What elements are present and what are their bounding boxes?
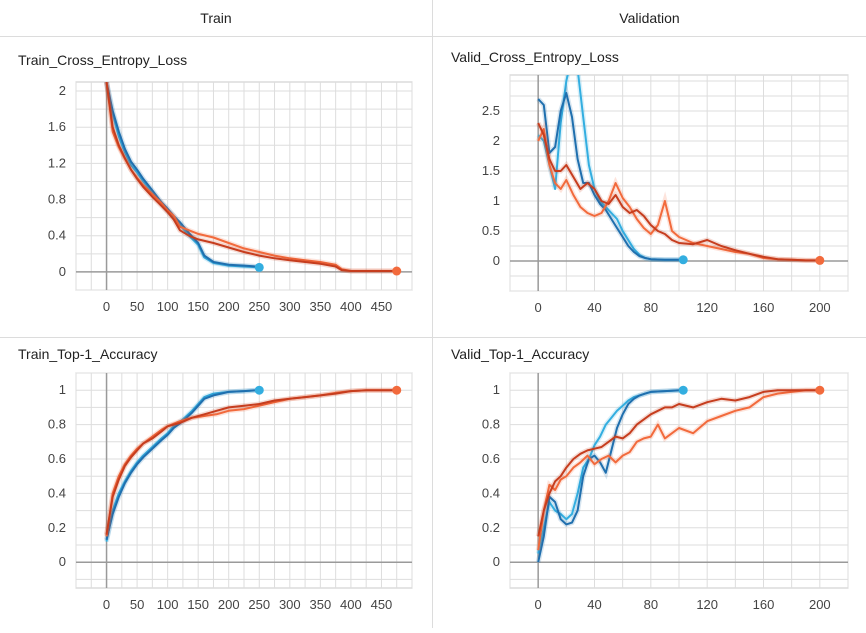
x-tick-label: 50 (130, 299, 144, 314)
y-tick-label: 1 (493, 193, 500, 208)
y-tick-label: 0.2 (482, 520, 500, 535)
valid-loss-chart[interactable]: 0 40 80 120 160 200 0 0.5 1 1.5 2 2.5 (433, 38, 866, 337)
y-tick-label: 0.5 (482, 223, 500, 238)
x-tick-label: 150 (187, 299, 209, 314)
y-tick-label: 1.2 (48, 155, 66, 170)
series-end-marker (678, 385, 688, 395)
validation-column-header: Validation (433, 0, 866, 37)
x-tick-label: 40 (587, 597, 601, 612)
y-tick-label: 1 (493, 382, 500, 397)
row-divider (0, 337, 866, 338)
series-line (537, 389, 820, 551)
y-tick-label: 2 (59, 83, 66, 98)
series-end-marker (678, 255, 688, 265)
train-column-header: Train (0, 0, 432, 37)
x-tick-label: 100 (157, 597, 179, 612)
y-tick-label: 0 (59, 554, 66, 569)
y-tick-label: 0 (493, 253, 500, 268)
x-tick-label: 200 (218, 597, 240, 612)
train-loss-panel: Train_Cross_Entropy_Loss 0 50 100 150 200 250… (0, 38, 432, 337)
x-tick-label: 0 (103, 597, 110, 612)
series-end-marker (815, 385, 825, 395)
x-tick-label: 80 (644, 597, 658, 612)
column-divider (432, 0, 433, 628)
series-end-marker (392, 266, 402, 276)
series-line (105, 82, 257, 268)
valid-loss-panel: Valid_Cross_Entropy_Loss 0 40 80 120 160 200 0… (433, 38, 866, 337)
x-tick-label: 100 (157, 299, 179, 314)
series-line (537, 389, 817, 537)
y-tick-label: 0.6 (482, 451, 500, 466)
x-tick-label: 0 (535, 300, 542, 315)
x-tick-label: 160 (753, 300, 775, 315)
y-tick-label: 0 (493, 554, 500, 569)
series-end-marker (254, 262, 264, 272)
y-tick-label: 1.5 (482, 163, 500, 178)
y-tick-label: 0.6 (48, 451, 66, 466)
y-tick-label: 1 (59, 382, 66, 397)
y-tick-label: 0.8 (48, 192, 66, 207)
x-tick-label: 0 (535, 597, 542, 612)
x-tick-label: 300 (279, 299, 301, 314)
x-tick-label: 40 (587, 300, 601, 315)
series-line (105, 389, 394, 535)
y-tick-label: 0.4 (482, 485, 500, 500)
x-tick-label: 350 (310, 299, 332, 314)
y-tick-label: 0.8 (48, 417, 66, 432)
train-loss-chart[interactable]: 0 50 100 150 200 250 300 350 400 450 0 0.4 0.8 1.2 1.6… (0, 38, 432, 337)
y-tick-label: 0.4 (48, 485, 66, 500)
x-tick-label: 0 (103, 299, 110, 314)
series-line (105, 82, 394, 272)
x-tick-label: 200 (218, 299, 240, 314)
x-tick-label: 120 (696, 300, 718, 315)
x-tick-label: 120 (696, 597, 718, 612)
x-tick-label: 200 (809, 300, 831, 315)
series-line (537, 92, 679, 261)
chart-title: Valid_Cross_Entropy_Loss (451, 49, 619, 65)
x-tick-label: 80 (644, 300, 658, 315)
series-end-marker (254, 385, 264, 395)
x-tick-label: 450 (371, 597, 393, 612)
y-tick-label: 0.4 (48, 228, 66, 243)
x-tick-label: 300 (279, 597, 301, 612)
series-line (105, 389, 257, 541)
series-line (537, 389, 680, 563)
x-tick-label: 250 (248, 597, 270, 612)
x-tick-label: 350 (310, 597, 332, 612)
y-tick-label: 0.8 (482, 417, 500, 432)
chart-title: Train_Cross_Entropy_Loss (18, 52, 188, 68)
x-tick-label: 200 (809, 597, 831, 612)
valid-accuracy-chart[interactable]: 0 40 80 120 160 200 0 0.2 0.4 0.6 0.8 1 (433, 338, 866, 628)
valid-accuracy-panel: Valid_Top-1_Accuracy 0 40 80 120 160 200 0 0.2 0… (433, 338, 866, 628)
train-accuracy-chart[interactable]: 0 50 100 150 200 250 300 350 400 450 0 0.2 0.4 0.6 0.8… (0, 338, 432, 628)
x-tick-label: 450 (371, 299, 393, 314)
x-tick-label: 400 (340, 597, 362, 612)
y-tick-label: 0.2 (48, 520, 66, 535)
x-tick-label: 400 (340, 299, 362, 314)
x-tick-label: 50 (130, 597, 144, 612)
series-end-marker (392, 385, 402, 395)
y-tick-label: 1.6 (48, 119, 66, 134)
x-tick-label: 250 (248, 299, 270, 314)
series-line (537, 122, 817, 262)
y-tick-label: 2 (493, 133, 500, 148)
series-end-marker (815, 255, 825, 265)
chart-title: Train_Top-1_Accuracy (18, 346, 158, 362)
x-tick-label: 160 (753, 597, 775, 612)
y-tick-label: 0 (59, 264, 66, 279)
y-tick-label: 2.5 (482, 103, 500, 118)
x-tick-label: 150 (187, 597, 209, 612)
train-accuracy-panel: Train_Top-1_Accuracy 0 50 100 150 200 250 300 3… (0, 338, 432, 628)
chart-title: Valid_Top-1_Accuracy (451, 346, 590, 362)
